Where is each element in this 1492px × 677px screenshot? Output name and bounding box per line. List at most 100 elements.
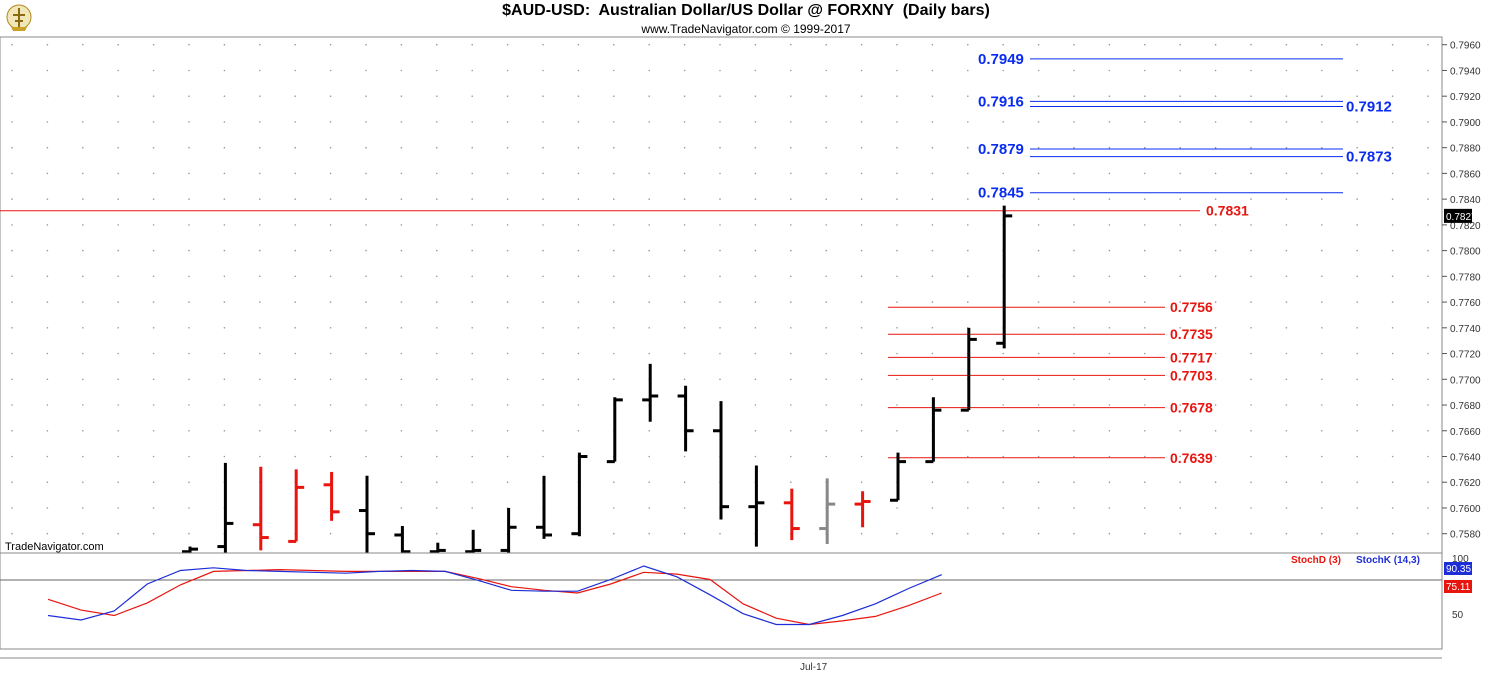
grid-dot	[329, 275, 332, 278]
grid-dot	[1144, 532, 1146, 535]
ohlc-bar	[394, 525, 411, 554]
grid-dot	[223, 455, 226, 458]
grid-dot	[506, 172, 509, 175]
grid-dot	[436, 481, 438, 484]
grid-dot	[1214, 481, 1217, 484]
grid-dot	[1250, 69, 1252, 72]
y-tick-label: 0.7580	[1450, 530, 1481, 541]
grid-dot	[117, 507, 119, 509]
grid-dot	[1321, 69, 1323, 72]
grid-dot	[400, 249, 403, 252]
grid-dot	[152, 69, 155, 72]
grid-dot	[825, 301, 827, 303]
grid-dot	[400, 481, 403, 484]
grid-dot	[11, 198, 13, 200]
grid-dot	[365, 95, 367, 97]
price-panel: 0.7960 0.7940 0.7920 0.7900 0.7880 0.7860 0.78…	[0, 36, 1481, 554]
grid-dot	[82, 121, 84, 123]
grid-dot	[577, 172, 580, 175]
grid-dot	[46, 532, 49, 535]
y-tick-label: 0.7940	[1450, 66, 1481, 77]
grid-dot	[259, 224, 261, 226]
grid-dot	[1002, 378, 1004, 381]
grid-dot	[1073, 95, 1075, 97]
grid-dot	[613, 378, 615, 381]
y-tick-label: 0.7700	[1450, 375, 1481, 386]
grid-dot	[259, 69, 261, 72]
grid-dot	[329, 172, 332, 175]
grid-dot	[82, 43, 84, 46]
grid-dot	[294, 378, 297, 381]
grid-dot	[152, 172, 155, 175]
grid-dot	[1214, 224, 1217, 226]
grid-dot	[1427, 146, 1429, 149]
grid-dot	[754, 172, 757, 175]
grid-dot	[1321, 146, 1323, 149]
grid-dot	[790, 95, 792, 97]
grid-dot	[931, 481, 934, 484]
grid-dot	[1391, 198, 1394, 200]
grid-dot	[46, 43, 49, 46]
grid-dot	[1321, 224, 1323, 226]
grid-dot	[577, 224, 580, 226]
grid-dot	[1144, 352, 1146, 355]
grid-dot	[648, 507, 650, 509]
grid-dot	[1037, 95, 1040, 97]
grid-dot	[648, 198, 650, 200]
grid-dot	[506, 301, 509, 303]
grid-dot	[365, 430, 367, 432]
grid-dot	[11, 95, 13, 97]
grid-dot	[967, 95, 969, 97]
y-tick-label: 0.7600	[1450, 504, 1481, 515]
grid-dot	[82, 430, 84, 432]
grid-dot	[1037, 146, 1040, 149]
grid-dot	[46, 455, 49, 458]
grid-dot	[790, 198, 792, 200]
y-tick-label: 0.7660	[1450, 427, 1481, 438]
grid-dot	[365, 198, 367, 200]
grid-dot	[1073, 275, 1075, 278]
grid-dot	[117, 224, 119, 226]
grid-dot	[1285, 224, 1288, 226]
grid-dot	[152, 507, 155, 509]
grid-dot	[506, 224, 509, 226]
grid-dot	[719, 224, 721, 226]
y-tick-label: 0.7840	[1450, 195, 1481, 206]
grid-dot	[1391, 121, 1394, 123]
grid-dot	[1073, 481, 1075, 484]
grid-dot	[1179, 455, 1181, 458]
grid-dot	[294, 43, 297, 46]
grid-dot	[152, 249, 155, 252]
grid-dot	[719, 146, 721, 149]
grid-dot	[1321, 481, 1323, 484]
grid-dot	[152, 327, 155, 329]
grid-dot	[1179, 69, 1181, 72]
grid-dot	[1427, 249, 1429, 252]
grid-dot	[152, 532, 155, 535]
grid-dot	[613, 146, 615, 149]
grid-dot	[436, 249, 438, 252]
grid-dot	[1427, 327, 1429, 329]
grid-dot	[1391, 301, 1394, 303]
grid-dot	[896, 352, 898, 355]
grid-dot	[967, 249, 969, 252]
grid-dot	[471, 275, 474, 278]
grid-dot	[1285, 121, 1288, 123]
grid-dot	[790, 455, 792, 458]
grid-dot	[329, 301, 332, 303]
grid-dot	[223, 404, 226, 406]
grid-dot	[648, 95, 650, 97]
grid-dot	[117, 352, 119, 355]
trade-navigator-logo-icon	[6, 4, 32, 31]
grid-dot	[329, 378, 332, 381]
grid-dot	[11, 404, 13, 406]
grid-dot	[223, 430, 226, 432]
grid-dot	[860, 275, 863, 278]
grid-dot	[117, 249, 119, 252]
grid-dot	[259, 378, 261, 381]
grid-dot	[436, 43, 438, 46]
grid-dot	[294, 146, 297, 149]
price-axis: 0.7960 0.7940 0.7920 0.7900 0.7880 0.7860 0.78…	[1442, 41, 1481, 541]
grid-dot	[11, 121, 13, 123]
grid-dot	[1427, 455, 1429, 458]
